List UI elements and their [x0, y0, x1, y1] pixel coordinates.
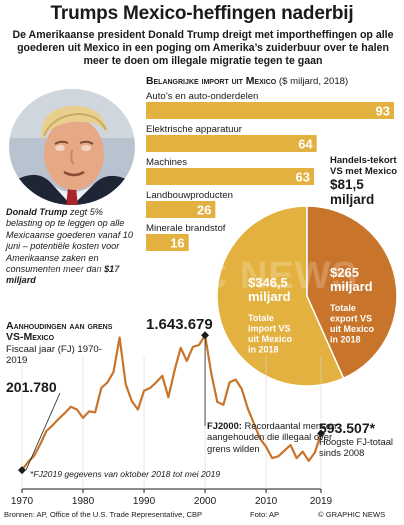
bar [146, 102, 394, 119]
imports-chart-title: Belangrijke import uit Mexico ($ miljard… [146, 76, 349, 87]
trump-caption: Donald Trump zegt 5% belasting op te leg… [6, 207, 136, 287]
trump-caption-text: zegt 5% belasting op te leggen op alle M… [6, 207, 133, 275]
trump-caption-amount: $17 miljard [6, 264, 120, 286]
bar [146, 201, 216, 218]
arrests-end-value: 593.507* [319, 420, 376, 436]
sources-credit: Bronnen: AP, Office of the U.S. Trade Re… [4, 510, 203, 519]
bar-value-label: 16 [170, 236, 184, 251]
arrests-end-annotation: 593.507* Hoogste FJ-totaal sinds 2008 [319, 420, 399, 459]
x-axis-tick-label: 1990 [133, 496, 156, 507]
pie-slice-import [216, 205, 345, 387]
start-leader-line [25, 392, 61, 471]
bar-category-label: Elektrische apparatuur [146, 124, 243, 135]
arrests-start-value: 201.780 [6, 379, 57, 395]
trade-deficit-value: $81,5 miljard [330, 177, 375, 207]
bar-value-label: 93 [376, 104, 390, 119]
brand-credit: © GRAPHIC NEWS [318, 510, 386, 519]
arrests-series-line [21, 334, 323, 471]
bar-category-label: Minerale brandstof [146, 223, 226, 234]
data-point-marker [317, 429, 325, 438]
pie-import-label: Totale import VS uit Mexico in 2018 [248, 313, 293, 355]
photo-credit: Foto: AP [250, 510, 280, 519]
pie-export-value: $265 miljard [330, 265, 373, 294]
trade-deficit-caption: Handels-tekort VS met Mexico [330, 155, 398, 177]
x-axis-tick-label: 1970 [11, 496, 34, 507]
arrests-chart-title: Aanhoudingen aan grens VS-Mexico Fiscaal… [6, 320, 116, 367]
x-axis-tick-label: 2000 [194, 496, 217, 507]
pie-slice-export [306, 205, 398, 380]
trump-name: Donald Trump [6, 207, 68, 217]
bar-value-label: 26 [197, 203, 211, 218]
trump-photo [9, 89, 135, 205]
arrests-subtitle: Fiscaal jaar (FJ) 1970-2019 [6, 343, 102, 367]
arrests-heading: Aanhoudingen aan grens VS-Mexico [6, 320, 113, 344]
bar-value-label: 64 [298, 137, 313, 152]
arrests-end-text: Hoogste FJ-totaal sinds 2008 [319, 436, 393, 459]
arrests-footnote: *FJ2019 gegevens van oktober 2018 tot me… [30, 469, 221, 479]
arrests-peak-value: 1.643.679 [146, 316, 213, 333]
page-subtitle: De Amerikaanse president Donald Trump dr… [12, 29, 394, 67]
x-axis-tick-label: 2019 [310, 496, 333, 507]
pie-export-label: Totale export VS uit Mexico in 2018 [330, 303, 375, 345]
x-axis-tick-label: 2010 [255, 496, 278, 507]
x-axis-tick-label: 1980 [72, 496, 95, 507]
bar-category-label: Landbouwproducten [146, 190, 233, 201]
pie-import-value: $346,5 miljard [248, 275, 291, 304]
bar [146, 168, 314, 185]
bar-value-label: 63 [296, 170, 310, 185]
page-title: Trumps Mexico-heffingen naderbij [50, 3, 354, 24]
bar [146, 135, 317, 152]
bar-category-label: Machines [146, 157, 187, 168]
bar [146, 234, 189, 251]
bar-category-label: Auto’s en auto-onderdelen [146, 91, 258, 102]
arrests-peak-annotation: FJ2000: Recordaantal mensen aangehouden … [207, 420, 337, 454]
trade-deficit-label: Handels-tekort VS met Mexico $81,5 milja… [330, 155, 400, 207]
